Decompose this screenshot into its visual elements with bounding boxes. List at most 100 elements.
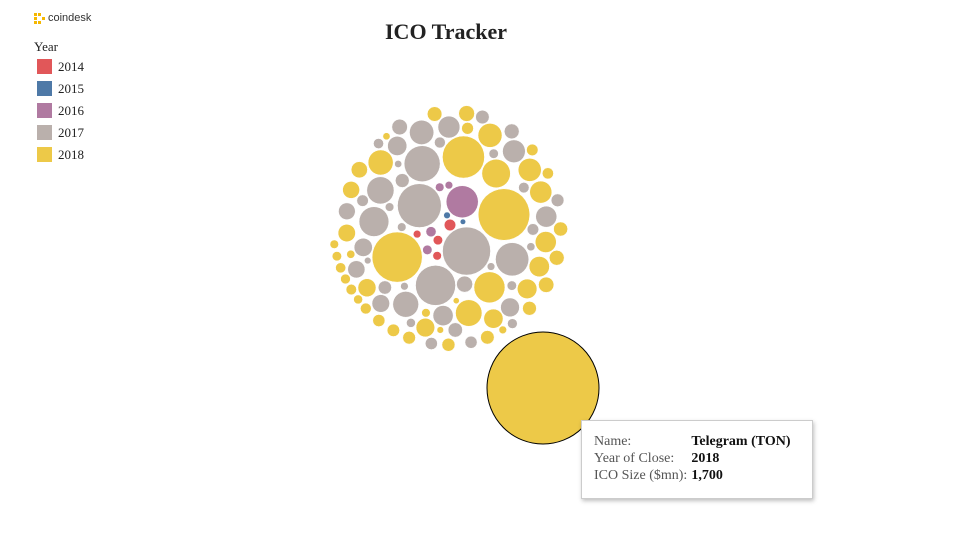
bubble[interactable]: [442, 226, 491, 276]
bubble[interactable]: [455, 299, 483, 327]
bubble-highlighted[interactable]: [486, 331, 600, 445]
bubble[interactable]: [480, 330, 495, 345]
bubble[interactable]: [475, 110, 490, 125]
bubble[interactable]: [346, 249, 356, 259]
bubble[interactable]: [502, 139, 526, 163]
bubble[interactable]: [345, 284, 357, 296]
legend-label[interactable]: 2014: [58, 59, 85, 74]
bubble[interactable]: [481, 159, 511, 189]
bubble[interactable]: [335, 262, 346, 274]
bubble[interactable]: [443, 218, 457, 232]
legend-swatch[interactable]: [37, 103, 52, 118]
bubble[interactable]: [394, 160, 403, 168]
bubble[interactable]: [400, 282, 409, 291]
bubble[interactable]: [535, 205, 558, 228]
bubble[interactable]: [413, 230, 422, 239]
bubble[interactable]: [425, 337, 438, 350]
bubble[interactable]: [443, 211, 451, 219]
bubble[interactable]: [386, 323, 400, 337]
bubble[interactable]: [350, 161, 368, 179]
bubble[interactable]: [488, 148, 499, 159]
bubble[interactable]: [498, 325, 507, 334]
bubble[interactable]: [357, 278, 377, 298]
bubble[interactable]: [427, 106, 443, 122]
bubble[interactable]: [517, 278, 538, 299]
bubble[interactable]: [483, 308, 504, 329]
bubble[interactable]: [456, 275, 473, 293]
bubble[interactable]: [477, 188, 530, 241]
bubble[interactable]: [434, 136, 446, 149]
bubble[interactable]: [367, 149, 394, 176]
bubble[interactable]: [366, 176, 395, 205]
bubble[interactable]: [529, 180, 553, 204]
bubble[interactable]: [397, 183, 442, 228]
bubble[interactable]: [441, 337, 456, 352]
legend-label[interactable]: 2015: [58, 81, 84, 96]
bubble[interactable]: [403, 145, 441, 182]
bubble[interactable]: [342, 181, 360, 199]
bubble[interactable]: [447, 322, 463, 338]
bubble[interactable]: [329, 239, 339, 249]
bubble[interactable]: [526, 223, 539, 236]
bubble[interactable]: [459, 218, 466, 225]
bubble[interactable]: [385, 202, 395, 212]
bubble[interactable]: [507, 318, 518, 329]
legend-label[interactable]: 2016: [58, 103, 85, 118]
bubble[interactable]: [477, 123, 503, 148]
bubble[interactable]: [402, 331, 416, 345]
bubble[interactable]: [526, 143, 539, 156]
bubble[interactable]: [473, 271, 506, 304]
bubble[interactable]: [526, 242, 536, 252]
bubble[interactable]: [353, 237, 373, 257]
bubble[interactable]: [425, 226, 437, 238]
bubble[interactable]: [534, 231, 557, 253]
bubble[interactable]: [550, 193, 565, 207]
bubble[interactable]: [406, 318, 416, 328]
bubble[interactable]: [338, 202, 356, 220]
bubble[interactable]: [542, 167, 554, 180]
bubble[interactable]: [364, 257, 372, 265]
bubble[interactable]: [358, 206, 390, 237]
bubble[interactable]: [437, 115, 461, 139]
bubble[interactable]: [461, 122, 474, 135]
legend-label[interactable]: 2018: [58, 147, 84, 162]
bubble[interactable]: [504, 123, 520, 140]
bubble[interactable]: [391, 118, 408, 136]
bubble[interactable]: [373, 138, 384, 149]
bubble[interactable]: [553, 221, 568, 237]
bubble[interactable]: [444, 181, 454, 190]
legend-swatch[interactable]: [37, 125, 52, 140]
bubble[interactable]: [435, 182, 445, 192]
bubble[interactable]: [458, 105, 475, 122]
bubble[interactable]: [415, 265, 456, 306]
bubble[interactable]: [422, 244, 433, 255]
bubble[interactable]: [382, 132, 391, 141]
bubble[interactable]: [445, 185, 479, 219]
bubble[interactable]: [421, 308, 431, 318]
bubble[interactable]: [442, 135, 485, 179]
bubble[interactable]: [486, 262, 496, 271]
legend-swatch[interactable]: [37, 59, 52, 74]
bubble[interactable]: [360, 302, 372, 315]
bubble[interactable]: [371, 231, 423, 283]
bubble[interactable]: [549, 250, 565, 266]
bubble[interactable]: [372, 314, 386, 327]
legend-swatch[interactable]: [37, 81, 52, 96]
legend-label[interactable]: 2017: [58, 125, 85, 140]
bubble[interactable]: [464, 335, 478, 349]
bubble[interactable]: [495, 242, 530, 277]
bubble[interactable]: [353, 294, 363, 305]
bubble[interactable]: [432, 235, 443, 246]
bubble[interactable]: [347, 260, 366, 279]
bubble[interactable]: [528, 256, 550, 278]
bubble[interactable]: [506, 280, 517, 291]
bubble[interactable]: [377, 280, 392, 295]
bubble[interactable]: [436, 326, 444, 334]
bubble[interactable]: [356, 194, 369, 207]
bubble[interactable]: [538, 276, 555, 293]
bubble[interactable]: [518, 182, 530, 194]
bubble[interactable]: [522, 301, 537, 316]
bubble[interactable]: [452, 297, 460, 305]
bubble[interactable]: [331, 251, 342, 262]
bubble[interactable]: [371, 294, 390, 313]
